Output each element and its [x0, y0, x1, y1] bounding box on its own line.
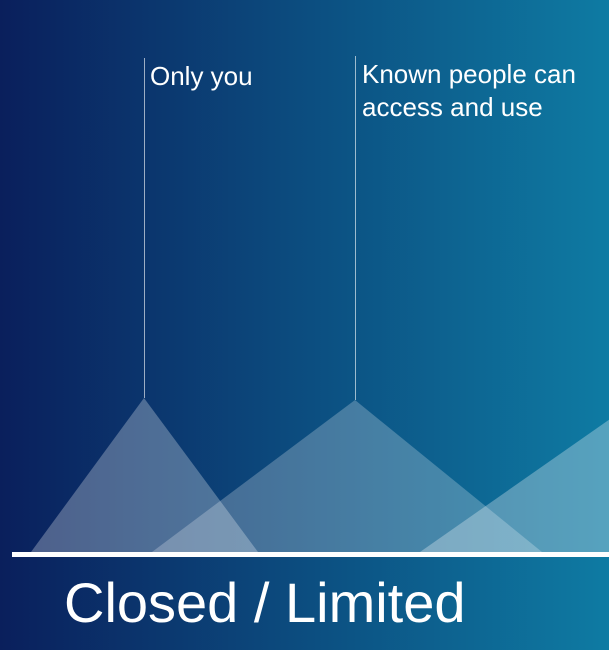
bottom-label: Closed / Limited — [64, 570, 466, 635]
spectrum-diagram: Closed / Limited Only you Known people ca… — [0, 0, 609, 650]
baseline — [12, 552, 609, 557]
label-only-you: Only you — [150, 60, 330, 93]
label-known-people: Known people can access and use — [362, 58, 602, 123]
label-only-you-divider — [144, 58, 145, 398]
label-known-people-divider — [355, 56, 356, 400]
